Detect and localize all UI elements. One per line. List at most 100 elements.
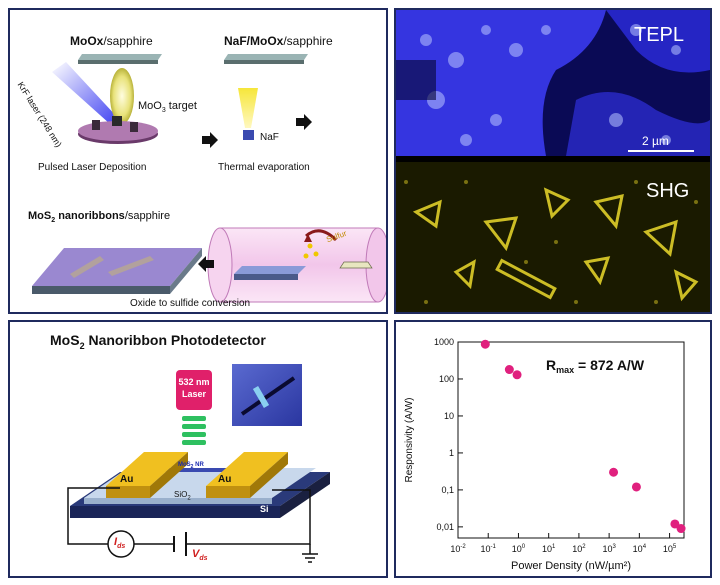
sio2-label-sub: 2: [187, 495, 191, 502]
x-tick-base: 10: [663, 544, 673, 554]
target-label: MoO3 target: [138, 100, 197, 114]
moox-title-rest: /sapphire: [103, 34, 153, 48]
target-label-rest: target: [165, 100, 197, 112]
device-title-post: Nanoribbon Photodetector: [84, 332, 266, 348]
pld-caption: Pulsed Laser Deposition: [38, 162, 147, 173]
plasma-plume: [110, 68, 134, 124]
x-tick-exponent: 1: [552, 544, 556, 550]
x-tick-exponent: 3: [612, 544, 616, 550]
mos2-title-rest: /sapphire: [124, 210, 171, 222]
thermal-caption: Thermal evaporation: [218, 162, 310, 173]
tepl-map: [396, 10, 710, 156]
x-tick-base: 10: [572, 544, 582, 554]
target-label-sub: 3: [161, 107, 166, 115]
sio2-label-main: SiO: [174, 490, 188, 499]
au-left-label: Au: [120, 474, 134, 485]
device-diagram: [67, 364, 330, 563]
scale-label: 2 µm: [642, 134, 669, 148]
laser-label-line2: Laser: [181, 389, 207, 399]
vds-label: Vds: [192, 548, 208, 562]
x-tick-base: 10: [450, 544, 460, 554]
x-tick-exponent: 4: [643, 544, 647, 550]
data-point: [609, 467, 619, 477]
rmax-sub: max: [556, 365, 574, 375]
ids-label-sub: ds: [117, 543, 126, 551]
y-tick-label: 1000: [434, 337, 454, 347]
device-title-pre: MoS: [50, 332, 80, 348]
naf-title-bold: NaF/MoOx: [224, 34, 284, 48]
laser-beam-rings: [182, 416, 206, 445]
x-tick-label: 101: [542, 544, 556, 554]
laser-source: [176, 370, 212, 410]
y-tick-label: 0,1: [441, 485, 454, 495]
shg-label: SHG: [646, 180, 690, 202]
y-tick-label: 10: [444, 411, 454, 421]
moox-title: MoOx/sapphire: [70, 34, 153, 48]
data-point: [504, 365, 514, 375]
y-tick-label: 0,01: [436, 522, 454, 532]
data-point: [631, 482, 641, 492]
target-stage: [78, 116, 158, 144]
ids-label-main: I: [114, 536, 118, 548]
nanoribbon-label-post: NR: [193, 462, 204, 468]
data-point: [512, 370, 522, 380]
si-label: Si: [260, 504, 269, 514]
data-point: [676, 524, 686, 534]
ids-label: Ids: [114, 536, 125, 550]
data-point: [480, 339, 490, 349]
x-tick-base: 10: [542, 544, 552, 554]
x-tick-base: 10: [633, 544, 643, 554]
x-tick-label: 103: [602, 544, 616, 554]
y-tick-label: 100: [439, 374, 454, 384]
arrow-icon: [296, 114, 312, 130]
evaporation-cone: [238, 88, 258, 128]
scale-bar: [628, 150, 694, 152]
laser-label: 532 nm Laser: [176, 376, 212, 400]
nanoribbon-label-sub: 2: [190, 464, 194, 471]
device-panel: MoS2 Nanoribbon Photodetector: [8, 320, 388, 578]
x-tick-base: 10: [512, 544, 522, 554]
x-tick-exponent: 5: [673, 544, 677, 550]
mos2-title: MoS2 nanoribbons/sapphire: [28, 210, 170, 224]
rmax-rest: = 872 A/W: [574, 357, 645, 373]
naf-title: NaF/MoOx/sapphire: [224, 34, 333, 48]
arrow-icon: [202, 132, 218, 148]
laser-label-line1: 532 nm: [178, 377, 210, 387]
nanoribbon-label-main: MoS: [178, 462, 191, 468]
arrow-icon: [198, 256, 214, 272]
circuit-wires: [67, 487, 318, 563]
x-tick-exponent: -1: [491, 544, 497, 550]
tube-furnace: [207, 227, 386, 303]
rmax-annotation: Rmax = 872 A/W: [546, 357, 645, 375]
responsivity-chart: 10-2 10-1 100 101 102 103 104 105 0,010,1110100…: [404, 337, 686, 572]
naf-title-rest: /sapphire: [283, 34, 333, 48]
x-tick-exponent: 0: [522, 544, 526, 550]
device-title-sub: 2: [79, 340, 85, 351]
tepl-label: TEPL: [634, 24, 685, 46]
naf-crucible: [243, 130, 254, 140]
shg-map: [396, 162, 710, 312]
ammeter-icon: [107, 530, 135, 558]
synthesis-diagram: [32, 54, 386, 303]
au-electrode-right: [206, 452, 288, 498]
target-label-main: MoO: [138, 100, 162, 112]
sio2-label: SiO2: [174, 490, 191, 502]
rmax-main: R: [546, 357, 556, 373]
x-tick-exponent: -2: [460, 544, 466, 550]
mos2-title-sub: 2: [51, 217, 56, 225]
x-tick-base: 10: [602, 544, 612, 554]
device-title: MoS2 Nanoribbon Photodetector: [50, 332, 266, 351]
synthesis-panel: MoOx/sapphire NaF/MoOx/sapphire KrF lase…: [8, 8, 388, 314]
x-axis-label: Power Density (nW/µm²): [511, 560, 631, 572]
imaging-panel: TEPL 2 µm SHG: [394, 8, 712, 314]
x-tick-label: 100: [512, 544, 526, 554]
vds-label-main: V: [192, 548, 200, 560]
vds-label-sub: ds: [199, 555, 208, 563]
data-point: [670, 519, 680, 529]
y-tick-label: 1: [449, 448, 454, 458]
y-axis-label: Responsivity (A/W): [404, 397, 415, 482]
au-electrode-left: [106, 452, 188, 498]
x-tick-label: 10-1: [481, 544, 497, 554]
x-tick-label: 105: [663, 544, 677, 554]
plot-frame: [457, 341, 685, 539]
